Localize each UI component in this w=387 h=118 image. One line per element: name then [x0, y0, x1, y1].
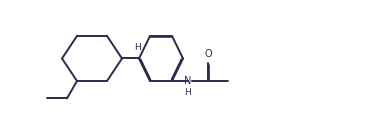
- Text: O: O: [204, 49, 212, 59]
- Text: N: N: [184, 76, 192, 86]
- Text: H: H: [185, 88, 192, 97]
- Text: H: H: [135, 43, 141, 52]
